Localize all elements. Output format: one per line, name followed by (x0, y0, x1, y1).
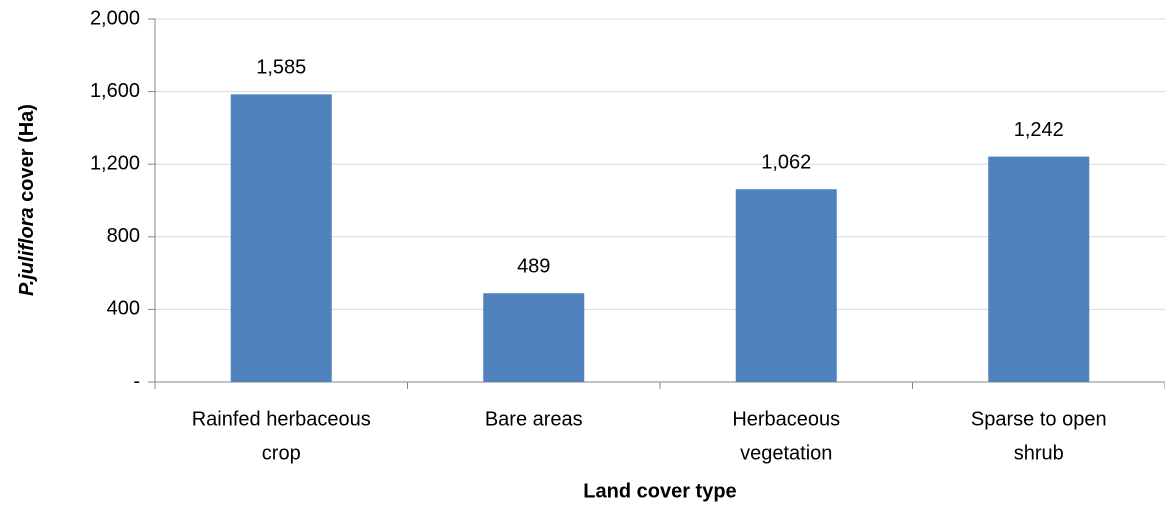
bar (735, 189, 837, 382)
x-axis-title: Land cover type (583, 480, 736, 502)
y-tick-label: 400 (107, 298, 140, 320)
x-tick-label: crop (262, 442, 301, 464)
x-tick-label: shrub (1014, 442, 1064, 464)
value-label: 1,585 (256, 57, 306, 79)
x-tick-label: vegetation (740, 442, 832, 464)
bar (230, 94, 332, 382)
value-label: 489 (517, 256, 550, 278)
bar (483, 293, 585, 382)
x-tick-label: Herbaceous (732, 408, 840, 430)
y-tick-label: - (133, 370, 140, 392)
value-label: 1,062 (761, 152, 811, 174)
y-tick-label: 1,600 (90, 80, 140, 102)
x-tick-label: Sparse to open (971, 408, 1107, 430)
value-label: 1,242 (1014, 119, 1064, 141)
y-axis-title: P.juliflora cover (Ha) (16, 104, 38, 296)
x-tick-label: Bare areas (485, 408, 583, 430)
y-tick-label: 2,000 (90, 7, 140, 29)
y-tick-label: 1,200 (90, 152, 140, 174)
bar (988, 156, 1090, 382)
y-tick-label: 800 (107, 225, 140, 247)
x-tick-label: Rainfed herbaceous (192, 408, 371, 430)
